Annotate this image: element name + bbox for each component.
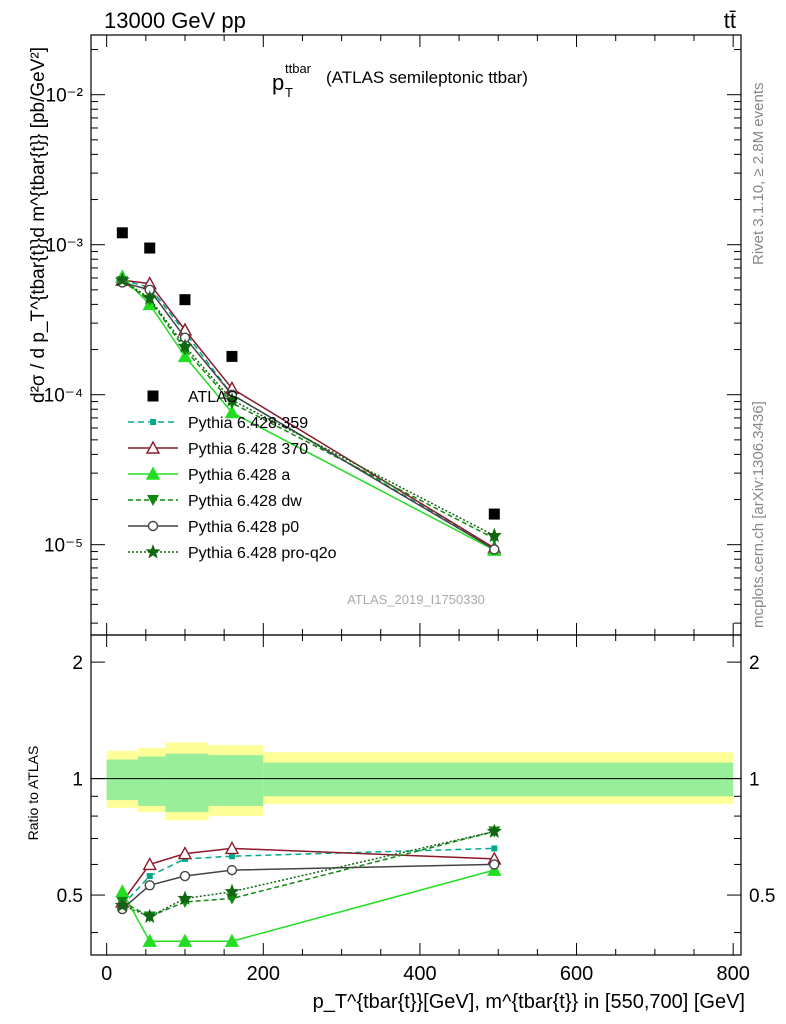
data-point	[489, 859, 500, 870]
legend-label: Pythia 6.428 pro-q2o	[188, 545, 337, 562]
data-point	[145, 466, 161, 480]
ratio-band-inner	[106, 759, 138, 801]
legend-label: Pythia 6.428 370	[188, 441, 308, 458]
data-point	[224, 840, 240, 855]
process-label: tt̄	[724, 8, 736, 33]
data-point	[150, 419, 156, 425]
legend: ATLAS Pythia 6.428 359 Pythia 6.428 370 Pyt…	[128, 389, 337, 562]
data-point	[224, 883, 240, 899]
legend-label: Pythia 6.428 dw	[188, 493, 302, 510]
data-point	[488, 508, 500, 520]
legend-item: Pythia 6.428 dw	[128, 493, 302, 510]
data-point	[224, 392, 240, 407]
mcplots-label: mcplots.cern.ch [arXiv:1306.3436]	[750, 401, 767, 628]
series-pq2o	[114, 272, 502, 923]
y-tick-label: 10⁻⁵	[44, 536, 83, 557]
y-tick-label: 10⁻⁴	[44, 386, 83, 407]
rivet-label: Rivet 3.1.10, ≥ 2.8M events	[750, 83, 767, 266]
data-point	[147, 495, 159, 506]
energy-label: 13000 GeV pp	[104, 8, 246, 33]
x-tick-label: 400	[403, 963, 436, 985]
data-point	[147, 390, 159, 402]
ratio-y-tick-label-right: 2	[749, 653, 760, 674]
data-point	[142, 290, 158, 305]
ratio-y-tick-label: 0.5	[57, 886, 83, 907]
ratio-y-tick-label: 1	[72, 770, 83, 791]
y-tick-label: 10⁻²	[46, 86, 84, 107]
legend-item: ATLAS	[147, 389, 238, 406]
x-tick-label: 600	[560, 963, 593, 985]
y-tick-label: 10⁻³	[46, 236, 84, 257]
ratio-band-inner	[137, 756, 166, 806]
ratio-band-inner	[165, 753, 209, 812]
data-point	[491, 845, 498, 852]
series-line	[122, 279, 495, 549]
data-point	[486, 527, 502, 542]
x-tick-label: 0	[101, 963, 112, 985]
data-point	[177, 348, 193, 363]
data-point	[144, 242, 156, 254]
plot-title-main: p	[272, 70, 284, 95]
data-point	[179, 870, 191, 882]
data-point	[147, 520, 159, 532]
data-point	[145, 544, 161, 559]
data-point	[228, 853, 235, 860]
data-point	[489, 544, 500, 555]
xlabel: p_T^{tbar{t}}[GeV], m^{tbar{t}} in [550,…	[313, 991, 745, 1013]
x-tick-label: 200	[247, 963, 280, 985]
ratio-series-line	[121, 847, 495, 907]
series-line	[121, 276, 495, 551]
ratio-series-line	[121, 847, 495, 903]
data-point	[226, 864, 238, 876]
data-point	[179, 294, 191, 306]
ratio-y-tick-label: 2	[72, 653, 83, 674]
data-point	[177, 890, 193, 905]
legend-label: Pythia 6.428 359	[188, 415, 308, 432]
legend-label: Pythia 6.428 p0	[188, 519, 299, 536]
data-point	[142, 933, 157, 947]
data-point	[486, 823, 502, 838]
ratio-band-inner	[208, 755, 264, 806]
data-point	[226, 350, 238, 362]
legend-item: Pythia 6.428 359	[128, 415, 308, 432]
legend-label: ATLAS	[188, 389, 238, 406]
data-point	[114, 272, 130, 287]
data-point	[177, 933, 193, 947]
data-point	[224, 405, 240, 419]
ratio-y-tick-label-right: 0.5	[749, 886, 775, 907]
data-point	[142, 856, 157, 871]
data-point	[144, 880, 155, 891]
data-point	[224, 933, 240, 947]
ratio-y-tick-label-right: 1	[749, 770, 760, 791]
ratio-band-inner	[263, 762, 734, 797]
plot-title-sub: T	[285, 85, 293, 100]
data-point	[146, 873, 153, 880]
plot-title-sup: ttbar	[285, 61, 312, 76]
legend-label: Pythia 6.428 a	[188, 467, 290, 484]
legend-item: Pythia 6.428 a	[128, 466, 290, 484]
data-point	[145, 440, 161, 454]
series-line	[121, 279, 495, 537]
legend-item: Pythia 6.428 370	[128, 440, 308, 458]
ratio-panel-frame	[90, 634, 742, 956]
plot-title-rest: (ATLAS semileptonic ttbar)	[326, 68, 528, 87]
series-pa	[115, 269, 502, 947]
legend-item: Pythia 6.428 p0	[128, 519, 299, 536]
legend-item: Pythia 6.428 pro-q2o	[128, 544, 337, 562]
ratio-series-line	[121, 830, 495, 918]
data-point	[116, 227, 128, 239]
ylabel-main: d²σ / d p_T^{tbar{t}}d m^{tbar{t}} [pb/G…	[28, 47, 49, 403]
data-point	[142, 908, 158, 923]
plot-title: p T ttbar (ATLAS semileptonic ttbar)	[272, 61, 528, 100]
x-tick-label: 800	[716, 963, 749, 985]
data-point	[177, 846, 193, 860]
data-point	[177, 338, 193, 353]
ratio-series-line	[121, 869, 495, 942]
data-point	[115, 884, 130, 898]
ylabel-ratio: Ratio to ATLAS	[25, 746, 41, 841]
data-point	[114, 897, 130, 912]
ratio-series-line	[122, 830, 495, 918]
analysis-label: ATLAS_2019_I1750330	[347, 592, 485, 607]
